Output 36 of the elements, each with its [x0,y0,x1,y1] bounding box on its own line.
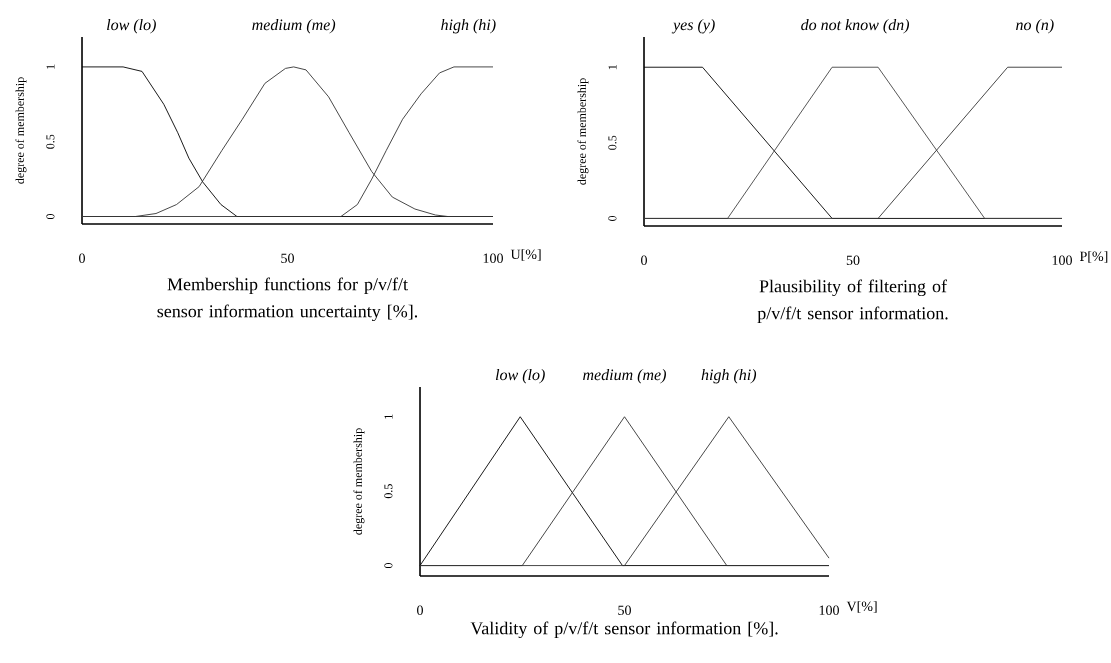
x-axis-title: V[%] [846,601,877,613]
y-axis-title: degree of membership [353,428,365,535]
text: Validity of p/v/f/t sensor information [%]. [470,621,778,639]
x-tick-label: 0 [641,255,647,265]
text: low (lo) [495,368,545,384]
x-tick-label: 100 [819,605,839,615]
text: medium (me) [583,368,666,384]
x-tick-label: 50 [281,253,294,263]
text: do not know (dn) [801,18,910,34]
y-axis-title: degree of membership [15,77,27,184]
y-tick-label: 1 [608,64,617,70]
y-tick-label: 0.5 [384,484,393,499]
x-axis-title: U[%] [510,249,541,261]
x-tick-label: 50 [846,255,860,265]
text: high (hi) [441,18,496,34]
text: Plausibility of filtering of p/v/f/t sensor information. [757,279,948,324]
text: high (hi) [701,368,757,384]
x-tick-label: 100 [1052,255,1072,265]
x-tick-label: 0 [417,605,423,615]
y-tick-label: 0 [46,213,55,220]
x-tick-label: 50 [618,605,631,615]
x-tick-label: 0 [79,253,85,263]
y-tick-label: 0 [384,563,393,569]
text: no (n) [1016,18,1054,34]
y-tick-label: 0.5 [608,135,617,150]
x-tick-label: 100 [483,253,503,263]
text: yes (y) [671,18,715,34]
y-tick-label: 0 [608,215,617,221]
text: medium (me) [252,18,336,34]
y-tick-label: 1 [384,414,393,419]
text: Membership functions for p/v/f/t sensor information uncertainty [%]. [157,277,418,322]
x-axis-title: P[%] [1079,251,1108,263]
y-tick-label: 0.5 [46,134,55,149]
y-tick-label: 1 [46,64,55,69]
y-axis-title: degree of membership [577,78,589,185]
text: low (lo) [107,18,156,34]
